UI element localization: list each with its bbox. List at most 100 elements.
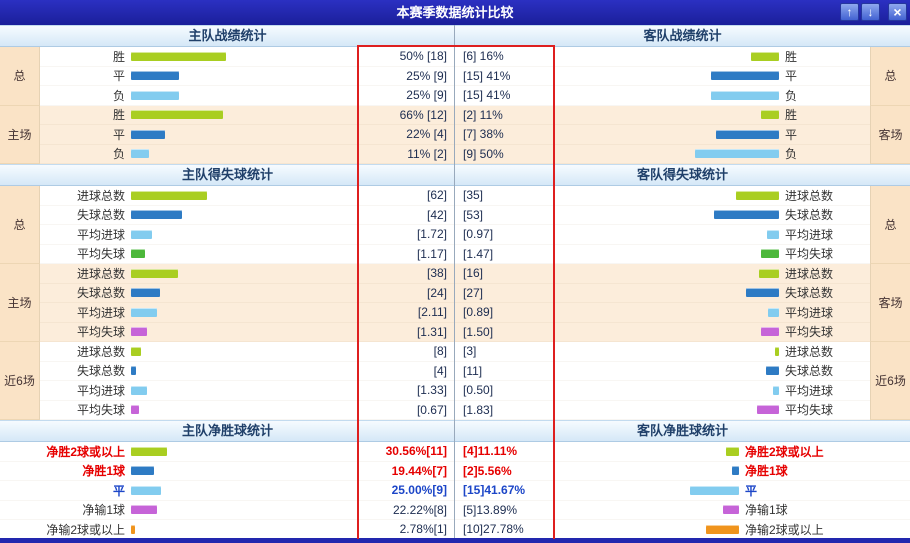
stat-value: 30.56%[11] xyxy=(385,444,447,459)
stat-bar xyxy=(131,129,165,139)
row-label: 平 xyxy=(785,127,798,142)
stat-value: [0.97] xyxy=(463,227,494,242)
stat-row: 平均失球 [0.67] xyxy=(40,400,455,420)
stat-value: [3] xyxy=(463,344,477,359)
stat-row: 负 11% [2] xyxy=(40,144,455,164)
close-icon[interactable]: × xyxy=(888,3,907,21)
away-netgoal-stats-header: 客队净胜球统计 xyxy=(636,423,728,438)
stat-value: 25% [9] xyxy=(406,68,447,83)
row-label: 平均进球 xyxy=(785,227,834,242)
window-title: 本赛季数据统计比较 xyxy=(396,5,514,20)
stat-bar xyxy=(766,366,779,376)
bar-zone xyxy=(130,366,347,376)
stat-row: [2]5.56% 净胜1球 xyxy=(455,461,910,481)
netgoal-stats-section: 净胜2球或以上 30.56%[11] 净胜1球 19.44%[7] 平 25.00%[9]… xyxy=(0,442,910,540)
bar-zone xyxy=(130,268,347,278)
stat-value: [15] 41% xyxy=(463,68,511,83)
bar-zone xyxy=(563,129,780,139)
stat-value: [4]11.11% xyxy=(463,444,518,459)
stat-bar xyxy=(751,51,779,61)
left-rows-column: 净胜2球或以上 30.56%[11] 净胜1球 19.44%[7] 平 25.00%[9]… xyxy=(0,442,455,540)
bar-zone xyxy=(563,505,740,515)
bar-zone xyxy=(130,110,347,120)
bar-zone xyxy=(130,210,347,220)
row-label: 胜 xyxy=(112,108,125,123)
record-stats-header-row: 主队战绩统计 客队战绩统计 xyxy=(0,25,910,47)
stat-value: [1.83] xyxy=(463,402,494,417)
stat-bar xyxy=(711,71,779,81)
stat-row: 负 25% [9] xyxy=(40,86,455,106)
stat-bar xyxy=(131,405,139,415)
row-label: 进球总数 xyxy=(76,266,125,281)
stat-row: 平均失球 [1.31] xyxy=(40,322,455,342)
row-label: 平均失球 xyxy=(76,247,125,262)
stat-value: [10]27.78% xyxy=(463,522,524,537)
stat-row: [1.47] 平均失球 xyxy=(455,244,870,264)
row-label: 平均进球 xyxy=(785,305,834,320)
right-rows-column: [6] 16% 胜 [15] 41% 平 [15] 41% 负 [2] 11% 胜 [7] 38… xyxy=(455,47,870,164)
stat-value: [8] xyxy=(433,344,447,359)
stat-row: 进球总数 [38] xyxy=(40,264,455,284)
scroll-up-icon[interactable]: ↑ xyxy=(840,3,859,21)
stat-bar xyxy=(716,129,779,139)
row-label: 负 xyxy=(785,88,798,103)
row-label: 净输2球或以上 xyxy=(46,522,125,537)
bar-zone xyxy=(563,405,780,415)
stat-row: [6] 16% 胜 xyxy=(455,47,870,67)
stat-bar xyxy=(767,229,779,239)
stat-bar xyxy=(690,485,739,495)
group-column: 总主场 xyxy=(0,47,40,164)
stat-bar xyxy=(131,110,223,120)
row-label: 失球总数 xyxy=(785,286,834,301)
row-label: 净胜2球或以上 xyxy=(46,444,125,459)
stat-value: [27] xyxy=(463,285,484,300)
bar-zone xyxy=(130,129,347,139)
stat-row: [4]11.11% 净胜2球或以上 xyxy=(455,442,910,462)
bar-zone xyxy=(563,110,780,120)
stat-value: 25% [9] xyxy=(406,88,447,103)
stat-value: 66% [12] xyxy=(399,107,447,122)
stat-value: 2.78%[1] xyxy=(399,522,447,537)
stat-value: [2]5.56% xyxy=(463,463,512,478)
stat-row: 平 22% [4] xyxy=(40,125,455,145)
row-label: 平 xyxy=(112,483,125,498)
stat-row: [1.83] 平均失球 xyxy=(455,400,870,420)
bar-zone xyxy=(130,90,347,100)
home-record-stats-header: 主队战绩统计 xyxy=(188,28,267,43)
row-label: 平均失球 xyxy=(76,325,125,340)
row-label: 进球总数 xyxy=(785,266,834,281)
group-column: 总客场 近6场 xyxy=(870,186,910,420)
group-label: 近6场 xyxy=(0,342,40,420)
bar-zone xyxy=(563,90,780,100)
stat-row: [5]13.89% 净输1球 xyxy=(455,500,910,520)
stat-bar xyxy=(131,210,182,220)
stat-bar xyxy=(131,524,135,534)
bar-zone xyxy=(563,229,780,239)
stat-value: [42] xyxy=(426,207,447,222)
stat-bar xyxy=(131,229,152,239)
group-label: 总 xyxy=(0,47,40,106)
left-rows-column: 进球总数 [62] 失球总数 [42] 平均进球 [1.72] 平均失球 [1.17] 进球总数… xyxy=(40,186,455,420)
stat-row: 平 25.00%[9] xyxy=(0,481,455,501)
stat-row: 平均失球 [1.17] xyxy=(40,244,455,264)
row-label: 进球总数 xyxy=(76,344,125,359)
stat-bar xyxy=(131,149,149,159)
stat-bar xyxy=(761,327,779,337)
stat-value: 22.22%[8] xyxy=(392,502,447,517)
home-netgoal-stats-header: 主队净胜球统计 xyxy=(181,423,273,438)
row-label: 负 xyxy=(112,147,125,162)
row-label: 净胜1球 xyxy=(745,464,788,479)
stat-row: [9] 50% 负 xyxy=(455,144,870,164)
bar-zone xyxy=(563,446,740,456)
stat-row: [35] 进球总数 xyxy=(455,186,870,206)
group-label: 总 xyxy=(0,186,40,264)
row-label: 负 xyxy=(112,88,125,103)
row-label: 失球总数 xyxy=(76,364,125,379)
stat-bar xyxy=(131,327,147,337)
bar-zone xyxy=(563,385,780,395)
row-label: 失球总数 xyxy=(76,208,125,223)
stat-bar xyxy=(131,71,179,81)
row-label: 净输1球 xyxy=(745,503,788,518)
scroll-down-icon[interactable]: ↓ xyxy=(861,3,880,21)
